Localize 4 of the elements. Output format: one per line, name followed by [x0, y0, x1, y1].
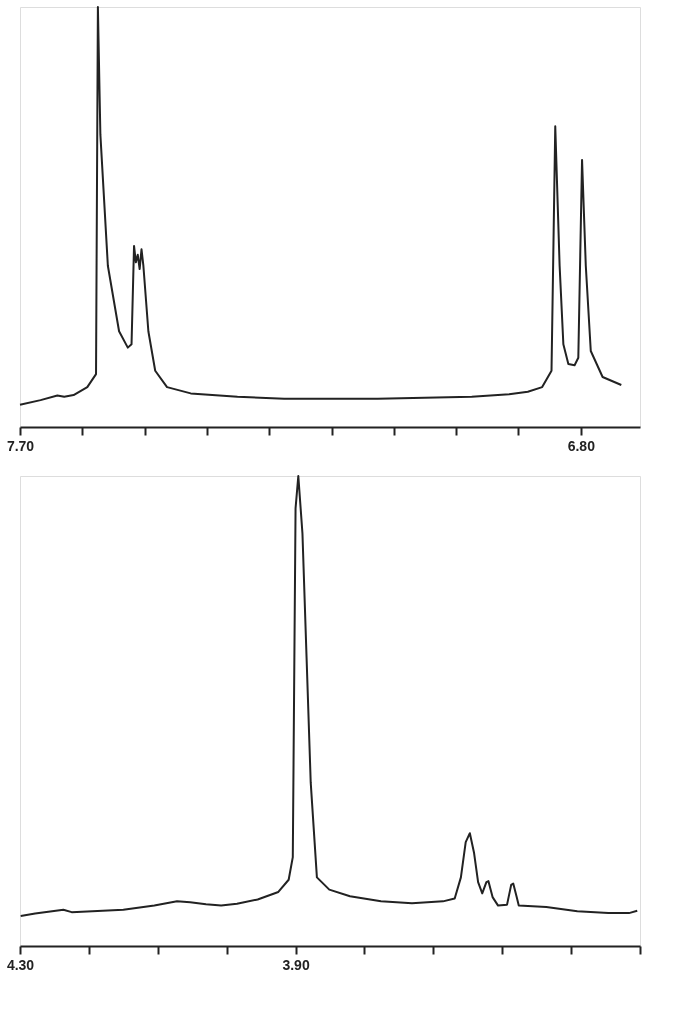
x-tick-label: 7.70: [6, 437, 35, 454]
x-tick-label: 3.90: [282, 956, 310, 973]
x-tick-label: 4.30: [6, 956, 35, 973]
x-tick-label: 6.80: [567, 437, 596, 454]
